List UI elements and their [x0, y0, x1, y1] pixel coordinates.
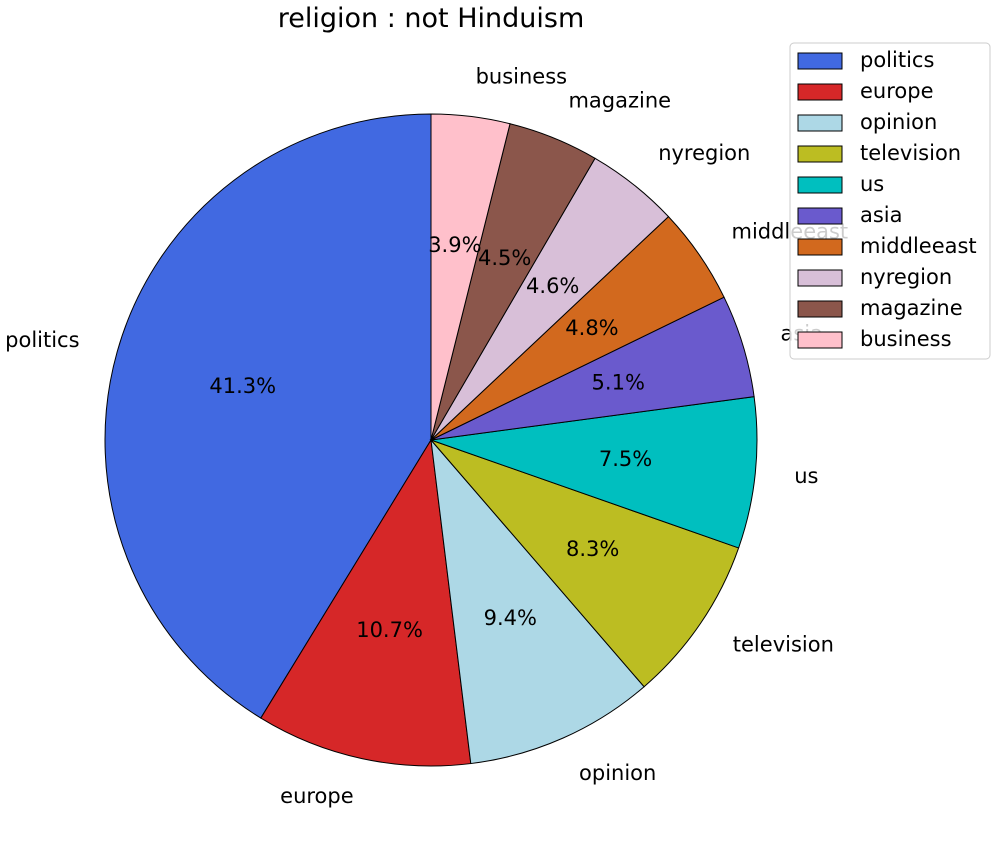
legend-swatch-nyregion: [797, 269, 843, 287]
legend-label-magazine: magazine: [860, 296, 963, 320]
pie-slice-business: [430, 113, 511, 441]
legend-swatch-politics: [797, 52, 843, 70]
slice-label-business: business: [476, 65, 568, 89]
slice-label-television: television: [733, 633, 834, 657]
pct-label-us: 7.5%: [599, 447, 652, 471]
pie-slice-opinion: [430, 438, 645, 765]
legend-label-middleeast: middleeast: [860, 234, 977, 258]
legend-label-television: television: [860, 141, 961, 165]
pct-label-nyregion: 4.6%: [526, 274, 579, 298]
slice-label-magazine: magazine: [568, 89, 671, 113]
legend-swatch-television: [797, 145, 843, 163]
legend-swatch-opinion: [797, 114, 843, 132]
pie-slice-us: [430, 396, 758, 549]
pct-label-politics: 41.3%: [209, 374, 276, 398]
slice-label-politics: politics: [5, 328, 79, 352]
legend-swatch-business: [797, 331, 843, 349]
slice-label-nyregion: nyregion: [658, 141, 750, 165]
pie-slice-europe: [260, 438, 472, 767]
pct-label-television: 8.3%: [566, 537, 619, 561]
legend-swatch-asia: [797, 207, 843, 225]
pct-label-opinion: 9.4%: [484, 606, 537, 630]
legend-label-nyregion: nyregion: [860, 265, 952, 289]
legend-swatch-middleeast: [797, 238, 843, 256]
legend-label-us: us: [860, 172, 884, 196]
pct-label-asia: 5.1%: [592, 370, 645, 394]
chart-title: religion : not Hinduism: [278, 3, 585, 34]
pct-label-magazine: 4.5%: [478, 246, 531, 270]
legend-label-business: business: [860, 327, 952, 351]
pie-slices: [104, 113, 758, 767]
legend-swatch-magazine: [797, 300, 843, 318]
pie-slice-television: [429, 438, 740, 688]
pct-label-europe: 10.7%: [356, 618, 423, 642]
legend-swatch-europe: [797, 83, 843, 101]
legend-label-asia: asia: [860, 203, 903, 227]
percentage-labels: 41.3% 10.7% 9.4% 8.3% 7.5% 5.1% 4.8% 4.6% 4.5%3.…: [209, 233, 652, 642]
legend-label-opinion: opinion: [860, 110, 937, 134]
pct-label-business: 3.9%: [428, 233, 481, 257]
legend: politics europe opinion television us asia mid…: [789, 42, 991, 360]
legend-label-europe: europe: [860, 79, 934, 103]
legend-swatch-us: [797, 176, 843, 194]
legend-label-politics: politics: [860, 48, 934, 72]
slice-label-opinion: opinion: [579, 761, 656, 785]
pct-label-middleeast: 4.8%: [565, 316, 618, 340]
pie-slice-politics: [104, 113, 432, 719]
slice-label-europe: europe: [280, 784, 354, 808]
slice-label-us: us: [794, 464, 818, 488]
